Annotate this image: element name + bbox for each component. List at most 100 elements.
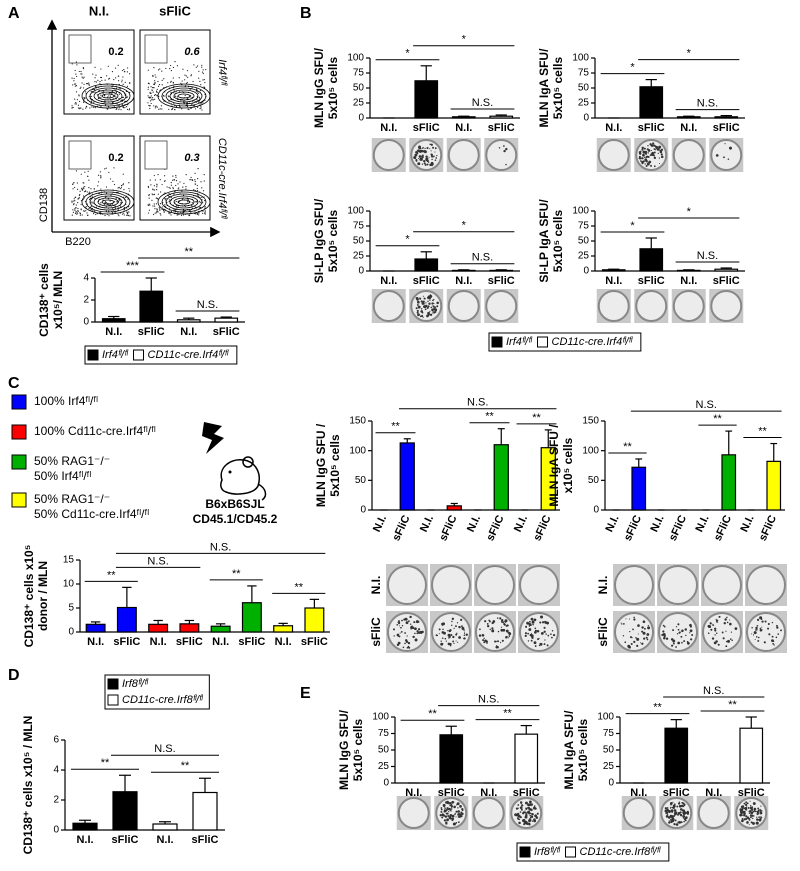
group-label: 100% Irf4ᶠˡ/ᶠˡ (34, 394, 98, 408)
event-dot (198, 207, 200, 209)
spot (435, 157, 438, 159)
spot (500, 626, 503, 628)
spot (450, 817, 452, 820)
spot (425, 158, 429, 162)
event-dot (123, 69, 125, 71)
spot (457, 815, 460, 818)
spot (407, 641, 411, 645)
significance-label: N.S. (467, 397, 488, 409)
spot (438, 633, 440, 635)
event-dot (119, 107, 121, 109)
spot (455, 640, 457, 642)
event-dot (183, 210, 186, 212)
well (710, 139, 743, 171)
significance-label: N.S. (210, 541, 231, 553)
event-dot (181, 198, 184, 200)
spot (520, 802, 522, 805)
event-dot (86, 191, 88, 193)
spot (751, 627, 753, 629)
spot (431, 308, 434, 312)
event-dot (163, 211, 166, 213)
legend-label: Irf8ᶠˡ/ᶠˡ (122, 678, 148, 690)
event-dot (114, 77, 117, 79)
contour (85, 85, 131, 107)
spot (426, 146, 429, 150)
spot (497, 640, 499, 643)
y-tick-label: 100 (572, 206, 589, 217)
event-dot (167, 82, 169, 84)
event-dot (156, 197, 158, 200)
event-dot (85, 83, 88, 85)
spot (644, 156, 646, 159)
spot (414, 638, 418, 642)
well (397, 797, 430, 829)
spot (443, 631, 446, 635)
event-dot (195, 66, 197, 68)
spot (498, 147, 501, 149)
event-dot (90, 197, 92, 199)
spot (677, 641, 681, 645)
well (672, 290, 705, 322)
event-dot (203, 78, 205, 81)
y-tick-label: 50 (353, 236, 365, 247)
event-dot (75, 196, 77, 198)
spot (666, 807, 669, 809)
spot (445, 821, 448, 824)
x-tick-label: N.I. (455, 275, 472, 287)
y-tick-label: 50 (355, 475, 367, 486)
event-dot (74, 83, 77, 85)
event-dot (149, 91, 151, 93)
spot (675, 823, 679, 826)
event-dot (167, 195, 170, 197)
spot (432, 146, 435, 149)
x-tick-label: N.I. (105, 326, 122, 338)
spot (465, 633, 468, 636)
event-dot (147, 186, 150, 189)
event-dot (154, 80, 156, 82)
spot (448, 807, 451, 810)
spot (432, 305, 435, 308)
spot (759, 627, 762, 630)
spot (749, 809, 752, 813)
event-dot (196, 65, 199, 67)
spot (397, 635, 400, 637)
event-dot (83, 191, 86, 193)
spot (527, 632, 529, 635)
spot (449, 642, 452, 646)
legend-label: Irf8ᶠˡ/ᶠˡ (534, 846, 560, 858)
y-tick-label: 75 (353, 221, 365, 232)
event-dot (91, 201, 93, 203)
spot (530, 803, 534, 806)
plot-frame (63, 135, 135, 221)
spot (642, 153, 645, 157)
event-dot (202, 202, 204, 204)
event-dot (154, 82, 156, 85)
spot (714, 634, 716, 636)
spot (528, 800, 532, 804)
spot (409, 615, 412, 619)
spot (624, 641, 627, 644)
y-tick-label: 25 (603, 761, 615, 772)
spot (650, 144, 654, 147)
event-dot (152, 96, 154, 99)
event-dot (92, 73, 94, 75)
spot (416, 309, 419, 312)
well (597, 290, 630, 322)
spot (440, 640, 442, 642)
spot (460, 618, 463, 621)
spot (409, 623, 412, 625)
spot (448, 629, 452, 633)
event-dot (194, 206, 197, 208)
spot (726, 621, 729, 624)
event-dot (91, 100, 93, 102)
y-axis-label: 5x10⁵ cells (551, 56, 565, 119)
x-tick-label: N.I. (275, 636, 292, 648)
event-dot (127, 67, 129, 69)
x-tick-label: sFliC (238, 636, 265, 648)
event-dot (100, 96, 102, 98)
spot (756, 625, 759, 627)
event-dot (156, 183, 158, 185)
spot (445, 809, 448, 812)
spot (442, 812, 444, 814)
event-dot (161, 183, 163, 186)
